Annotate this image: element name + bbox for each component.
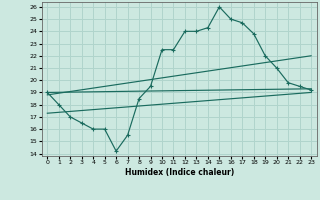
- X-axis label: Humidex (Indice chaleur): Humidex (Indice chaleur): [124, 168, 234, 177]
